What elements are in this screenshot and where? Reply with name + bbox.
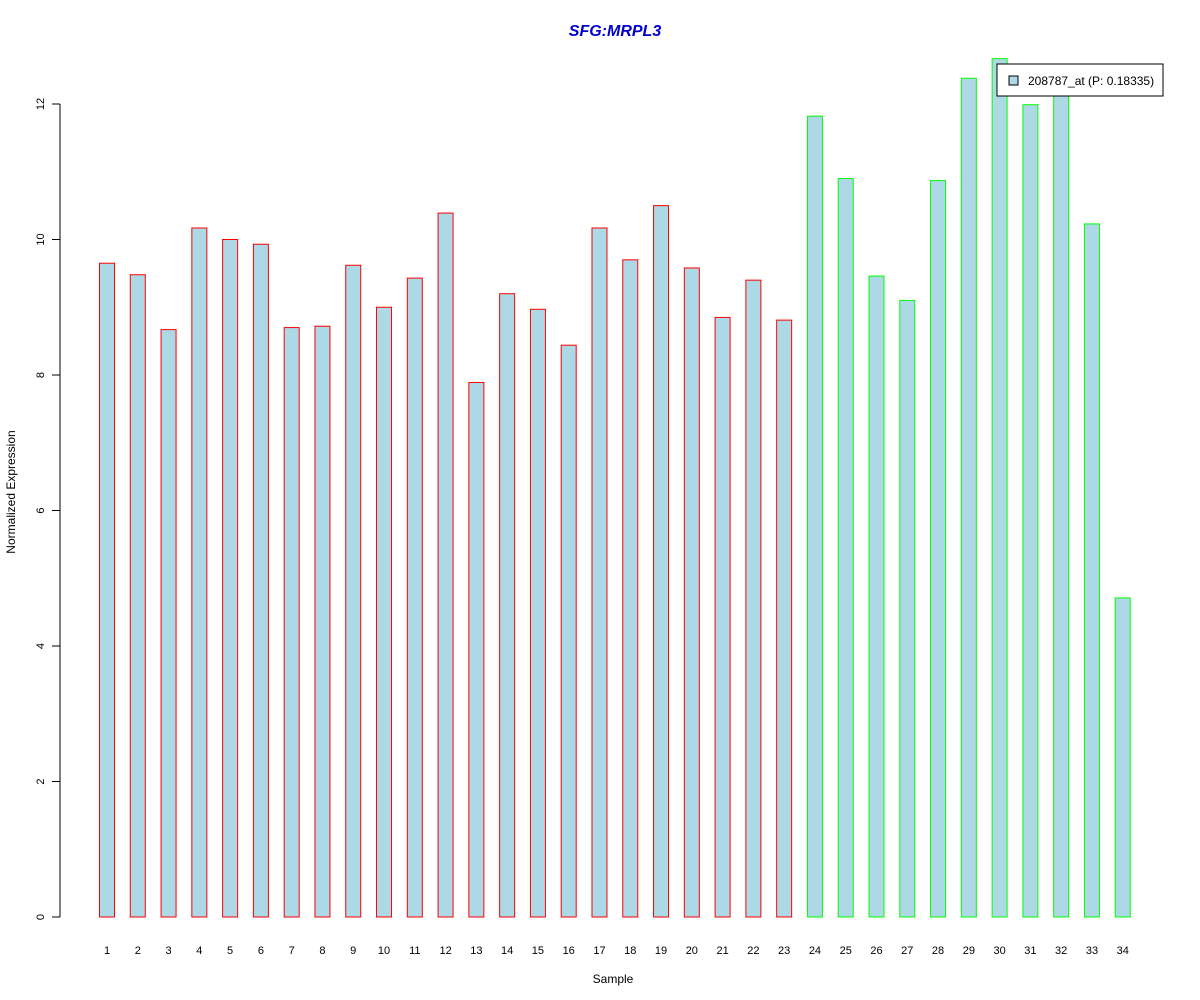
x-tick-label-4: 4	[196, 945, 202, 957]
bar-sample-30	[991, 58, 1008, 918]
legend: 208787_at (P: 0.18335)	[996, 63, 1164, 97]
x-tick-label-29: 29	[963, 945, 975, 957]
bar-sample-31	[1022, 104, 1039, 918]
x-tick-label-16: 16	[563, 945, 575, 957]
x-tick-label-3: 3	[165, 945, 171, 957]
bar-sample-7	[283, 327, 300, 918]
bar-sample-5	[222, 239, 239, 918]
x-tick-label-18: 18	[624, 945, 636, 957]
x-tick-label-17: 17	[593, 945, 605, 957]
y-tick-label-6: 6	[35, 507, 47, 513]
bar-sample-33	[1083, 223, 1100, 918]
chart-title: SFG:MRPL3	[569, 23, 662, 40]
bar-sample-27	[899, 299, 916, 918]
x-tick-label-21: 21	[716, 945, 728, 957]
y-axis-label: Normalized Expression	[4, 430, 18, 553]
bar-sample-21	[714, 316, 731, 918]
bar-sample-3	[160, 329, 177, 918]
x-tick-label-2: 2	[135, 945, 141, 957]
y-tick-label-0: 0	[35, 914, 47, 920]
y-tick-label-4: 4	[35, 643, 47, 649]
bar-sample-24	[806, 115, 823, 918]
x-axis-label: Sample	[593, 972, 634, 986]
y-axis: 0 2 4 6 8 10 12	[35, 98, 61, 920]
bar-sample-8	[314, 325, 331, 918]
bar-sample-12	[437, 212, 454, 918]
bar-sample-19	[653, 205, 670, 918]
bar-sample-29	[960, 77, 977, 918]
x-tick-label-12: 12	[439, 945, 451, 957]
bar-sample-10	[376, 306, 393, 918]
x-tick-label-5: 5	[227, 945, 233, 957]
x-tick-label-23: 23	[778, 945, 790, 957]
bar-sample-25	[837, 178, 854, 918]
x-tick-label-31: 31	[1024, 945, 1036, 957]
bar-sample-9	[345, 264, 362, 918]
bar-sample-14	[499, 293, 516, 918]
x-tick-label-32: 32	[1055, 945, 1067, 957]
bar-sample-20	[683, 267, 700, 918]
x-tick-label-8: 8	[319, 945, 325, 957]
x-tick-label-33: 33	[1086, 945, 1098, 957]
x-tick-label-13: 13	[470, 945, 482, 957]
x-tick-label-26: 26	[870, 945, 882, 957]
x-tick-label-20: 20	[686, 945, 698, 957]
bar-sample-2	[129, 274, 146, 918]
bar-sample-4	[191, 227, 208, 918]
x-tick-label-25: 25	[840, 945, 852, 957]
bar-sample-23	[776, 319, 793, 918]
x-tick-label-15: 15	[532, 945, 544, 957]
bar-sample-6	[252, 243, 269, 918]
bar-sample-34	[1114, 597, 1131, 918]
x-tick-label-7: 7	[289, 945, 295, 957]
x-tick-label-34: 34	[1117, 945, 1129, 957]
x-tick-label-22: 22	[747, 945, 759, 957]
x-tick-label-9: 9	[350, 945, 356, 957]
x-tick-label-30: 30	[993, 945, 1005, 957]
x-tick-label-10: 10	[378, 945, 390, 957]
y-tick-label-12: 12	[35, 98, 47, 110]
bar-sample-1	[99, 262, 115, 918]
y-tick-label-10: 10	[35, 233, 47, 245]
bar-sample-28	[930, 180, 947, 918]
x-tick-label-11: 11	[409, 945, 420, 957]
x-tick-label-24: 24	[809, 945, 821, 957]
bar-sample-13	[468, 381, 485, 918]
x-tick-label-14: 14	[501, 945, 513, 957]
x-tick-label-19: 19	[655, 945, 667, 957]
bar-sample-26	[868, 275, 885, 918]
bars-layer	[99, 58, 1131, 918]
x-tick-label-27: 27	[901, 945, 913, 957]
legend-swatch	[1008, 75, 1019, 86]
bar-sample-11	[406, 277, 423, 918]
legend-label: 208787_at (P: 0.18335)	[1028, 74, 1154, 88]
x-tick-label-28: 28	[932, 945, 944, 957]
legend-box	[996, 63, 1164, 97]
x-tick-label-1: 1	[104, 945, 110, 957]
bar-sample-15	[529, 308, 546, 918]
bar-sample-16	[560, 344, 577, 918]
bar-sample-32	[1053, 88, 1070, 918]
bar-sample-17	[591, 227, 608, 918]
y-tick-label-2: 2	[35, 778, 47, 784]
y-tick-label-8: 8	[35, 372, 47, 378]
x-tick-label-6: 6	[258, 945, 264, 957]
x-axis-tick-labels: 1 2 3 4 5 6 7 8 9 10 11 12 13 14 15 16 17 18 19 20 21 22 23 24 2…	[104, 945, 1129, 957]
bar-sample-18	[622, 259, 639, 918]
bar-sample-22	[745, 279, 762, 918]
